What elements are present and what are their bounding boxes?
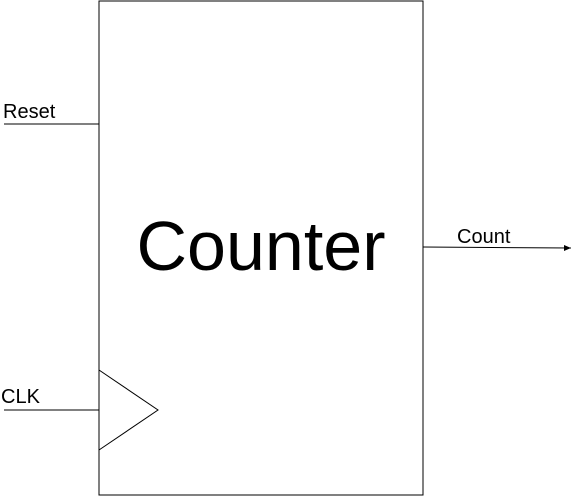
reset-input-label: Reset bbox=[3, 101, 56, 123]
count-output-label: Count bbox=[457, 226, 511, 248]
counter-block bbox=[98, 0, 424, 496]
clock-edge-indicator bbox=[98, 369, 159, 451]
clock-input-label: CLK bbox=[1, 386, 41, 408]
count-output-arrow bbox=[422, 244, 572, 251]
block-title: Counter bbox=[136, 207, 385, 285]
